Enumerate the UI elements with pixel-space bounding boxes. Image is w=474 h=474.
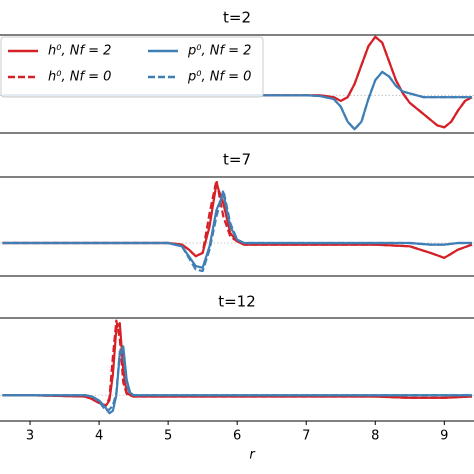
data-line [2, 179, 473, 259]
legend-label: h⁰, Nf = 2 [48, 44, 111, 59]
plot-area [2, 35, 473, 131]
data-line [2, 189, 472, 273]
panel-title: t=2 [223, 9, 251, 27]
plot-area [2, 179, 473, 273]
data-line [2, 350, 472, 412]
x-tick-label: 8 [371, 429, 379, 444]
data-line [2, 192, 472, 269]
data-line [2, 319, 472, 407]
panel-title: t=12 [218, 293, 256, 311]
data-line [2, 345, 472, 415]
x-axis-label: r [249, 448, 256, 463]
x-tick-label: 4 [95, 429, 103, 444]
x-tick-label: 9 [440, 429, 448, 444]
legend-label: p⁰, Nf = 0 [187, 70, 251, 85]
x-tick-label: 6 [233, 429, 241, 444]
legend-label: h⁰, Nf = 0 [48, 70, 111, 85]
plot-area [2, 319, 472, 415]
data-line [2, 70, 472, 131]
data-line [2, 322, 472, 407]
legend-box [0, 36, 264, 98]
x-tick-label: 7 [302, 429, 310, 444]
panel-title: t=7 [223, 151, 251, 169]
x-tick-label: 3 [26, 429, 34, 444]
legend-label: p⁰, Nf = 2 [187, 44, 251, 59]
x-tick-label: 5 [164, 429, 172, 444]
